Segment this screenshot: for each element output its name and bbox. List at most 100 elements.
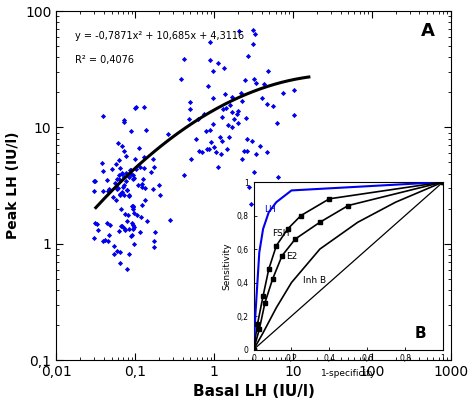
- Point: [134, 182, 142, 189]
- Point: [129, 226, 137, 232]
- Point: [279, 90, 286, 96]
- Point: [125, 192, 132, 199]
- Point: [210, 68, 217, 75]
- X-axis label: Basal LH (IU/l): Basal LH (IU/l): [192, 384, 315, 399]
- Point: [124, 218, 131, 225]
- Point: [109, 194, 117, 200]
- Point: [133, 212, 141, 218]
- Point: [246, 184, 253, 191]
- Point: [100, 188, 107, 194]
- Point: [93, 221, 101, 227]
- Point: [228, 124, 236, 130]
- Point: [245, 53, 252, 60]
- Point: [137, 164, 144, 171]
- Point: [138, 181, 146, 187]
- Point: [243, 136, 251, 143]
- Point: [120, 118, 128, 125]
- Point: [104, 188, 111, 194]
- Point: [94, 227, 102, 233]
- Point: [107, 222, 114, 228]
- Point: [117, 223, 125, 230]
- Point: [122, 153, 129, 160]
- Point: [131, 156, 138, 162]
- Point: [180, 55, 188, 62]
- Y-axis label: Peak LH (IU/l): Peak LH (IU/l): [6, 132, 19, 239]
- Point: [100, 238, 107, 244]
- Point: [132, 166, 140, 173]
- Point: [151, 238, 158, 245]
- Point: [209, 95, 217, 101]
- Point: [155, 182, 163, 188]
- Point: [222, 105, 230, 111]
- Point: [210, 144, 218, 150]
- Point: [90, 188, 98, 194]
- Point: [118, 170, 126, 177]
- Point: [250, 168, 257, 175]
- Point: [150, 164, 158, 171]
- Point: [247, 201, 255, 207]
- Point: [100, 112, 107, 119]
- Point: [147, 169, 155, 175]
- Point: [205, 146, 213, 153]
- Point: [264, 67, 272, 74]
- Point: [212, 148, 220, 155]
- Point: [130, 174, 137, 181]
- Point: [112, 160, 119, 167]
- Point: [253, 151, 260, 158]
- Point: [115, 157, 122, 163]
- Point: [164, 131, 172, 138]
- Point: [121, 226, 129, 233]
- Point: [264, 148, 271, 155]
- Point: [252, 80, 260, 86]
- Point: [238, 98, 246, 105]
- Point: [220, 65, 228, 71]
- Point: [218, 114, 226, 120]
- Point: [121, 224, 128, 231]
- Point: [103, 220, 110, 226]
- Point: [149, 156, 157, 162]
- Point: [244, 147, 251, 154]
- Point: [141, 197, 148, 203]
- Point: [206, 39, 214, 46]
- Point: [194, 116, 201, 122]
- Point: [129, 172, 137, 178]
- Point: [218, 138, 226, 145]
- Point: [116, 165, 124, 172]
- Point: [233, 111, 240, 117]
- Point: [115, 176, 122, 182]
- Point: [112, 197, 120, 203]
- Point: [221, 91, 228, 97]
- Point: [206, 127, 213, 133]
- Point: [241, 77, 249, 83]
- Point: [128, 232, 136, 238]
- Point: [118, 171, 126, 178]
- Point: [260, 80, 268, 87]
- Point: [116, 192, 123, 198]
- Point: [101, 236, 109, 243]
- Point: [142, 127, 149, 134]
- Point: [186, 99, 194, 105]
- Point: [120, 148, 128, 154]
- Point: [139, 176, 147, 182]
- Point: [250, 76, 258, 83]
- Point: [187, 156, 195, 162]
- Point: [218, 151, 225, 158]
- Point: [113, 185, 121, 192]
- Point: [103, 177, 111, 183]
- Point: [120, 191, 128, 198]
- Point: [141, 184, 149, 191]
- Point: [111, 179, 119, 186]
- Point: [256, 142, 264, 149]
- Point: [113, 248, 120, 254]
- Text: R² = 0,4076: R² = 0,4076: [74, 55, 134, 65]
- Point: [217, 134, 224, 141]
- Point: [242, 115, 250, 121]
- Text: y = -0,7871x² + 10,685x + 4,3116: y = -0,7871x² + 10,685x + 4,3116: [74, 30, 244, 40]
- Point: [140, 165, 147, 171]
- Point: [150, 244, 157, 250]
- Point: [120, 181, 128, 188]
- Point: [129, 222, 137, 228]
- Point: [138, 184, 146, 190]
- Point: [237, 90, 244, 96]
- Point: [214, 164, 221, 171]
